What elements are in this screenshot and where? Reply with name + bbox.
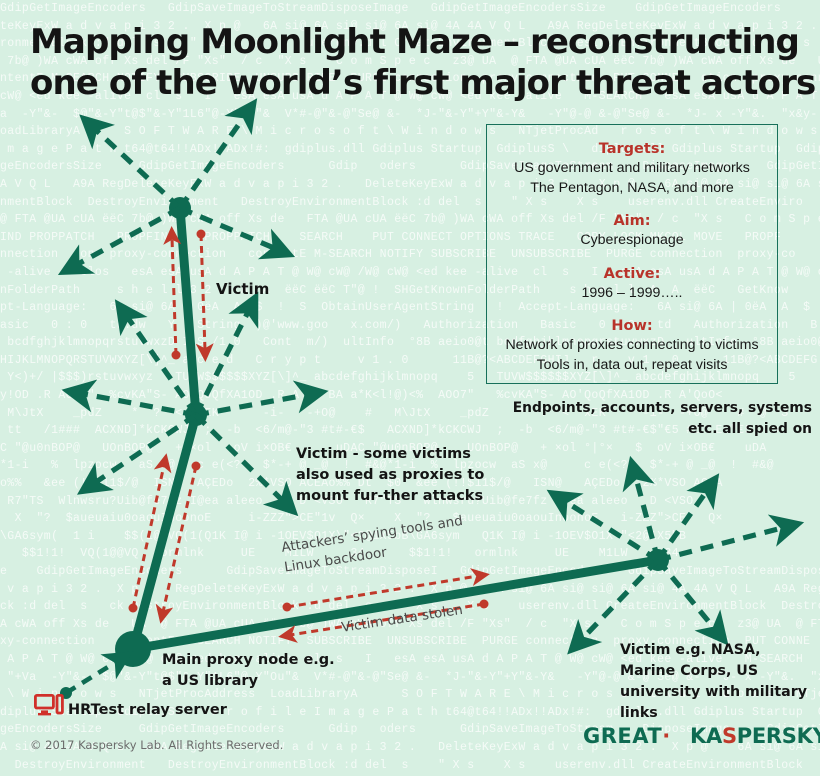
info-block: How: Network of proxies connecting to vic… (487, 316, 777, 375)
info-block-heading: How: (611, 318, 653, 334)
label-victim-right: Victim e.g. NASA, Marine Corps, US unive… (620, 642, 807, 721)
title-line-1: Mapping Moonlight Maze – reconstructing (30, 22, 800, 62)
label-victim-middle: Victim - some victims also used as proxi… (296, 446, 485, 504)
info-block: Targets: US government and military netwo… (487, 139, 777, 198)
label-endpoints: Endpoints, accounts, servers, systems et… (512, 400, 812, 437)
spokes-top-node (57, 98, 296, 276)
red-flow-top (163, 226, 214, 362)
info-block: Active: 1996 – 1999….. (487, 264, 777, 304)
info-block-line: 1996 – 1999….. (581, 284, 683, 301)
great-logo-dot: · (662, 724, 671, 748)
node-main-proxy (115, 631, 151, 667)
label-victim-top: Victim (216, 280, 270, 298)
great-logo-text: GREAT (583, 724, 663, 748)
kaspersky-logo-part-b: S (721, 724, 737, 748)
kaspersky-logo-part-a: KA (690, 724, 722, 748)
info-block-line: The Pentagon, NASA, and more (530, 179, 734, 196)
label-hrtest-relay-server: HRTest relay server (68, 702, 227, 718)
red-flow-middle (128, 453, 201, 624)
title-line-2: one of the world’s first major threat ac… (30, 63, 816, 103)
spokes-right-node (546, 455, 805, 655)
kaspersky-logo-part-c: PERSKY (736, 724, 820, 748)
hrtest-link (64, 651, 134, 695)
info-block-heading: Targets: (598, 141, 666, 157)
page-title: Mapping Moonlight Maze – reconstructing … (30, 22, 816, 104)
info-block-heading: Active: (603, 265, 661, 282)
info-block-heading: Aim: (613, 213, 651, 229)
info-block-line: Cyberespionage (580, 232, 684, 248)
info-block-line: Tools in, data out, repeat visits (536, 356, 728, 373)
info-block-line: Network of proxies connecting to victims (505, 337, 759, 353)
label-main-proxy-node: Main proxy node e.g. a US library (162, 652, 335, 689)
info-box: Targets: US government and military netwo… (486, 124, 778, 384)
info-block: Aim: Cyberespionage (487, 211, 777, 251)
kaspersky-logo: KASPERSKYlab (690, 724, 820, 748)
proxy-trunk-lines (128, 203, 663, 654)
copyright-text: © 2017 Kaspersky Lab. All Rights Reserve… (30, 738, 284, 752)
monitor-icon (34, 694, 64, 716)
spokes-middle-node (61, 291, 329, 517)
red-flow-long (278, 568, 490, 643)
great-logo: GREAT· (583, 724, 671, 748)
info-block-line: US government and military networks (514, 160, 750, 176)
